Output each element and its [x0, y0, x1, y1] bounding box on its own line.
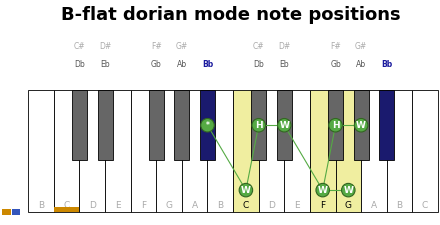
Bar — [2, 209, 11, 215]
Ellipse shape — [239, 183, 253, 197]
Text: D#: D# — [278, 42, 290, 51]
Bar — [28, 90, 54, 212]
Text: B: B — [217, 201, 224, 210]
Bar — [387, 90, 412, 212]
Ellipse shape — [201, 119, 214, 132]
Ellipse shape — [354, 119, 368, 132]
Text: G#: G# — [176, 42, 188, 51]
Text: Db: Db — [253, 60, 264, 69]
Text: C: C — [243, 201, 249, 210]
Text: W: W — [318, 186, 328, 195]
Bar — [149, 90, 164, 160]
Bar — [12, 209, 21, 215]
Text: W: W — [279, 121, 289, 130]
Bar — [259, 90, 284, 212]
Text: D: D — [268, 201, 275, 210]
Text: Eb: Eb — [279, 60, 289, 69]
Text: G: G — [345, 201, 352, 210]
Text: F: F — [141, 201, 146, 210]
Text: D: D — [89, 201, 96, 210]
Bar — [412, 90, 438, 212]
Text: Bb: Bb — [381, 60, 392, 69]
Bar — [361, 90, 387, 212]
Text: *: * — [205, 121, 209, 130]
Bar — [105, 90, 131, 212]
Bar — [284, 90, 310, 212]
Text: G: G — [165, 201, 172, 210]
Text: Db: Db — [74, 60, 85, 69]
Text: A: A — [371, 201, 377, 210]
Bar — [72, 90, 87, 160]
Text: Gb: Gb — [151, 60, 161, 69]
Ellipse shape — [341, 183, 355, 197]
Text: Ab: Ab — [177, 60, 187, 69]
Text: F#: F# — [330, 42, 341, 51]
Bar — [200, 90, 215, 160]
Bar — [277, 90, 292, 160]
Text: E: E — [115, 201, 121, 210]
Text: F: F — [320, 201, 325, 210]
Bar — [251, 90, 266, 160]
Bar — [354, 90, 369, 160]
Text: Eb: Eb — [100, 60, 110, 69]
Ellipse shape — [252, 119, 265, 132]
Bar — [156, 90, 182, 212]
Ellipse shape — [316, 183, 330, 197]
Text: B: B — [396, 201, 403, 210]
Text: G#: G# — [355, 42, 367, 51]
Bar — [336, 90, 361, 212]
Text: E: E — [294, 201, 300, 210]
Text: C#: C# — [253, 42, 264, 51]
Text: W: W — [241, 186, 251, 195]
Text: W: W — [343, 186, 353, 195]
Text: basicmusictheory.com: basicmusictheory.com — [8, 75, 14, 141]
Bar — [175, 90, 189, 160]
Text: C#: C# — [73, 42, 85, 51]
Text: D#: D# — [99, 42, 111, 51]
Bar — [208, 90, 233, 212]
Text: Bb: Bb — [202, 60, 213, 69]
Ellipse shape — [278, 119, 291, 132]
Text: C: C — [422, 201, 428, 210]
Bar — [98, 90, 113, 160]
Text: F#: F# — [151, 42, 161, 51]
Bar — [379, 90, 394, 160]
Bar — [54, 207, 79, 212]
Bar — [80, 90, 105, 212]
Text: W: W — [356, 121, 366, 130]
Ellipse shape — [329, 119, 342, 132]
Text: B-flat dorian mode note positions: B-flat dorian mode note positions — [61, 6, 401, 24]
Bar — [131, 90, 156, 212]
Text: A: A — [192, 201, 198, 210]
Text: Ab: Ab — [356, 60, 366, 69]
Bar — [54, 90, 80, 212]
Bar — [233, 90, 259, 212]
Text: H: H — [255, 121, 263, 130]
Text: Gb: Gb — [330, 60, 341, 69]
Bar — [182, 90, 208, 212]
Text: B: B — [38, 201, 44, 210]
Text: H: H — [332, 121, 339, 130]
Text: C: C — [63, 201, 70, 210]
Bar — [310, 90, 336, 212]
Bar — [328, 90, 343, 160]
